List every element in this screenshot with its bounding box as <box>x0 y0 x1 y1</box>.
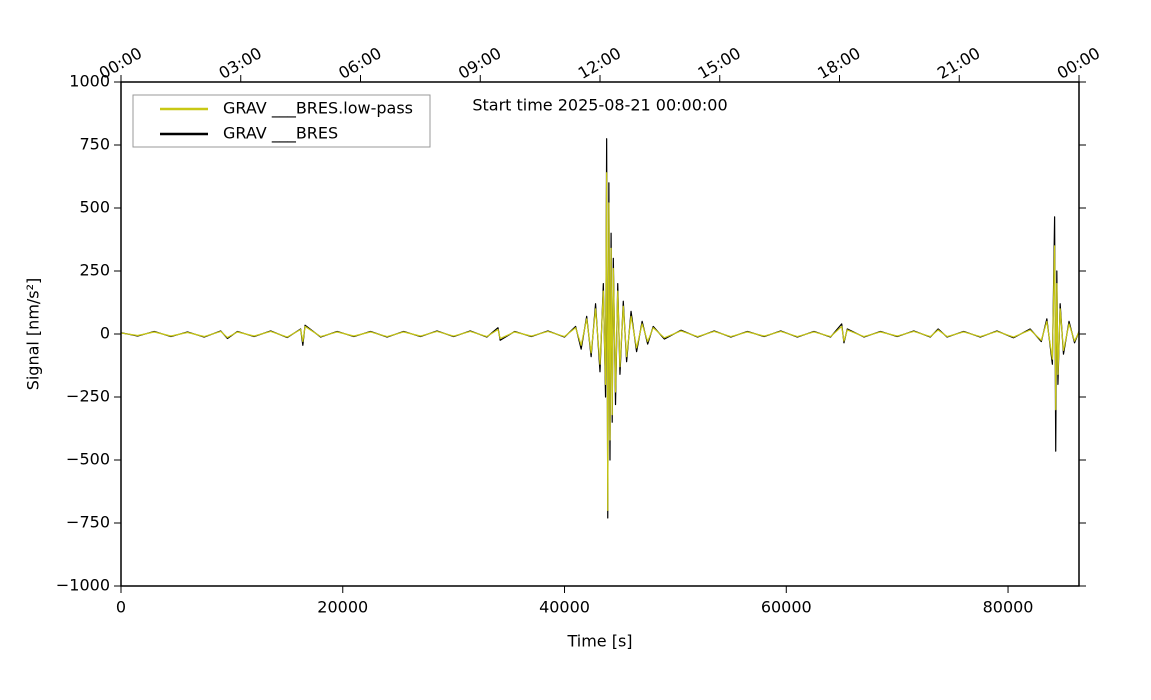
x-tick-label: 0 <box>116 598 126 617</box>
legend: GRAV ___BRES.low-pass GRAV ___BRES <box>132 94 431 148</box>
y-tick-label: −500 <box>66 450 110 469</box>
y-tick-label: 250 <box>79 261 110 280</box>
legend-label: GRAV ___BRES.low-pass <box>223 99 413 119</box>
y-tick-label: −750 <box>66 513 110 532</box>
x-tick-label: 80000 <box>983 598 1034 617</box>
y-tick-label: −250 <box>66 387 110 406</box>
y-axis-label: Signal [nm/s²] <box>24 278 43 391</box>
x-tick-label: 40000 <box>539 598 590 617</box>
y-tick-label: 500 <box>79 198 110 217</box>
y-tick-label: 0 <box>100 324 110 343</box>
legend-box <box>132 94 431 148</box>
y-tick-label: 750 <box>79 135 110 154</box>
series-line <box>120 138 1080 519</box>
y-tick-label: −1000 <box>56 576 110 595</box>
x-tick-label: 20000 <box>317 598 368 617</box>
series-line <box>120 172 1080 511</box>
y-tick-label: 1000 <box>69 72 110 91</box>
plot-frame <box>120 81 1080 587</box>
annotation: Start time 2025-08-21 00:00:00 <box>472 96 727 115</box>
x-tick-label: 60000 <box>761 598 812 617</box>
legend-label: GRAV ___BRES <box>223 124 338 144</box>
x-axis-label: Time [s] <box>566 632 632 651</box>
